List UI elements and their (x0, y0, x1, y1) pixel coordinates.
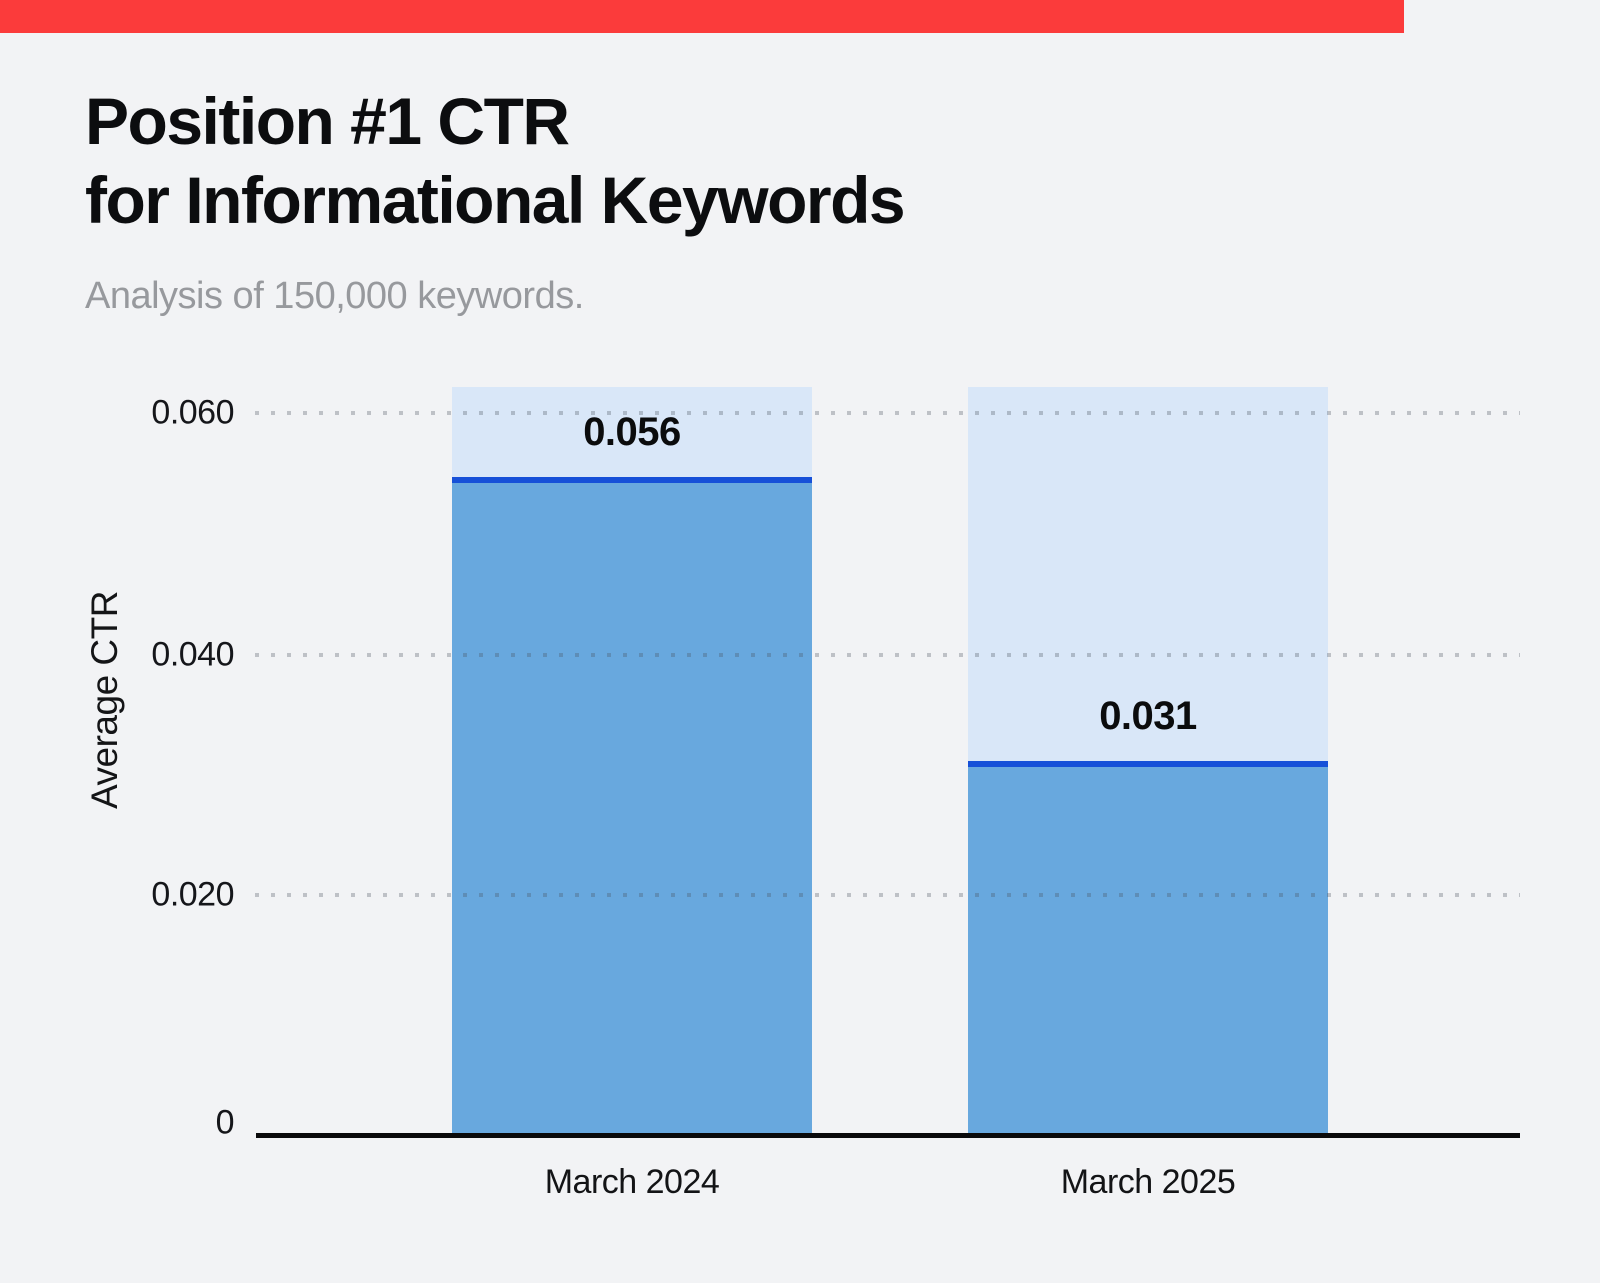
bar-group-march-2024: 0.056 (452, 387, 812, 1136)
page-title-line-1: Position #1 CTR (85, 84, 570, 158)
page-title: Position #1 CTR for Informational Keywor… (85, 82, 906, 240)
y-tick-label-0: 0 (215, 1103, 235, 1142)
x-tick-label-march-2025: March 2025 (1060, 1163, 1236, 1201)
y-tick-label-0060: 0.060 (151, 393, 234, 432)
x-tick-label-march-2024: March 2024 (544, 1163, 720, 1201)
bar-fill-march-2025 (968, 767, 1328, 1136)
page-subtitle: Analysis of 150,000 keywords. (85, 275, 584, 317)
value-label-march-2024: 0.056 (583, 410, 681, 454)
gridline-0040 (255, 653, 1520, 657)
y-axis-title: Average CTR (84, 591, 125, 809)
x-axis-line (256, 1133, 1520, 1138)
y-tick-label-0040: 0.040 (151, 635, 234, 674)
bar-group-march-2025: 0.031 (968, 387, 1328, 1136)
top-progress-bar (0, 0, 1404, 33)
value-label-march-2025: 0.031 (1099, 694, 1197, 738)
bar-fill-march-2024 (452, 483, 812, 1136)
gridline-0060 (255, 411, 1520, 415)
value-line-march-2024 (452, 477, 812, 483)
page-title-line-2: for Informational Keywords (85, 163, 906, 237)
y-tick-label-0020: 0.020 (151, 875, 234, 914)
gridline-0020 (255, 893, 1520, 897)
value-line-march-2025 (968, 761, 1328, 767)
